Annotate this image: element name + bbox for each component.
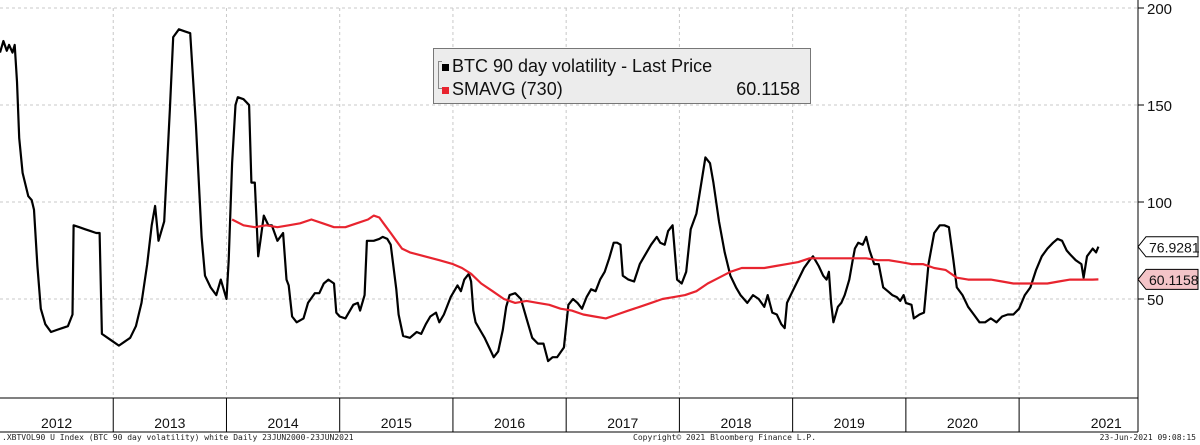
x-tick-label: 2020 — [947, 415, 978, 431]
badge-shape — [1137, 236, 1199, 258]
last-value-badge-0: 76.9281 — [1137, 236, 1200, 258]
badge-shape — [1137, 268, 1199, 290]
y-tick-label: 200 — [1147, 1, 1172, 18]
legend-item-smavg: SMAVG (730) — [442, 77, 563, 101]
y-tick-label: 100 — [1147, 195, 1172, 212]
footer-index-info: .XBTVOL90 U Index (BTC 90 day volatility… — [2, 433, 354, 442]
series-line-1 — [231, 214, 1099, 320]
legend-item-price: BTC 90 day volatility - Last Price — [442, 54, 712, 78]
x-tick-label: 2018 — [720, 415, 751, 431]
legend-bracket — [438, 61, 442, 89]
footer-timestamp: 23-Jun-2021 09:08:15 — [1099, 433, 1196, 442]
last-value-badges: 76.9281 60.1158 — [1137, 236, 1200, 290]
legend-smavg-value: 60.1158 — [736, 79, 800, 99]
y-tick-label: 150 — [1147, 98, 1172, 115]
y-axis: 50 100 150 200 — [1138, 1, 1172, 309]
x-tick-label: 2016 — [494, 415, 525, 431]
x-tick-label: 2017 — [607, 415, 638, 431]
legend-swatch-black-icon — [442, 63, 449, 71]
chart-series — [0, 28, 1100, 363]
x-tick-label: 2013 — [154, 415, 185, 431]
legend-swatch-red-icon — [442, 86, 449, 94]
footer-copyright: Copyright© 2021 Bloomberg Finance L.P. — [633, 433, 817, 442]
y-tick-label: 50 — [1147, 292, 1164, 309]
x-tick-label: 2019 — [834, 415, 865, 431]
chart-legend[interactable]: BTC 90 day volatility - Last Price SMAVG… — [433, 48, 811, 104]
last-value-badge-1: 60.1158 — [1137, 268, 1199, 290]
chart-gridlines — [0, 0, 1139, 433]
x-tick-label: 2012 — [41, 415, 72, 431]
x-tick-label: 2021 — [1091, 415, 1122, 431]
x-tick-label: 2014 — [268, 415, 299, 431]
series-line-0 — [0, 28, 1100, 363]
x-tick-label: 2015 — [381, 415, 412, 431]
badge-text: 60.1158 — [1149, 272, 1199, 288]
badge-text: 76.9281 — [1149, 239, 1200, 255]
x-axis: 2012 2013 2014 2015 2016 2017 2018 2019 2020 2021 — [41, 398, 1122, 432]
